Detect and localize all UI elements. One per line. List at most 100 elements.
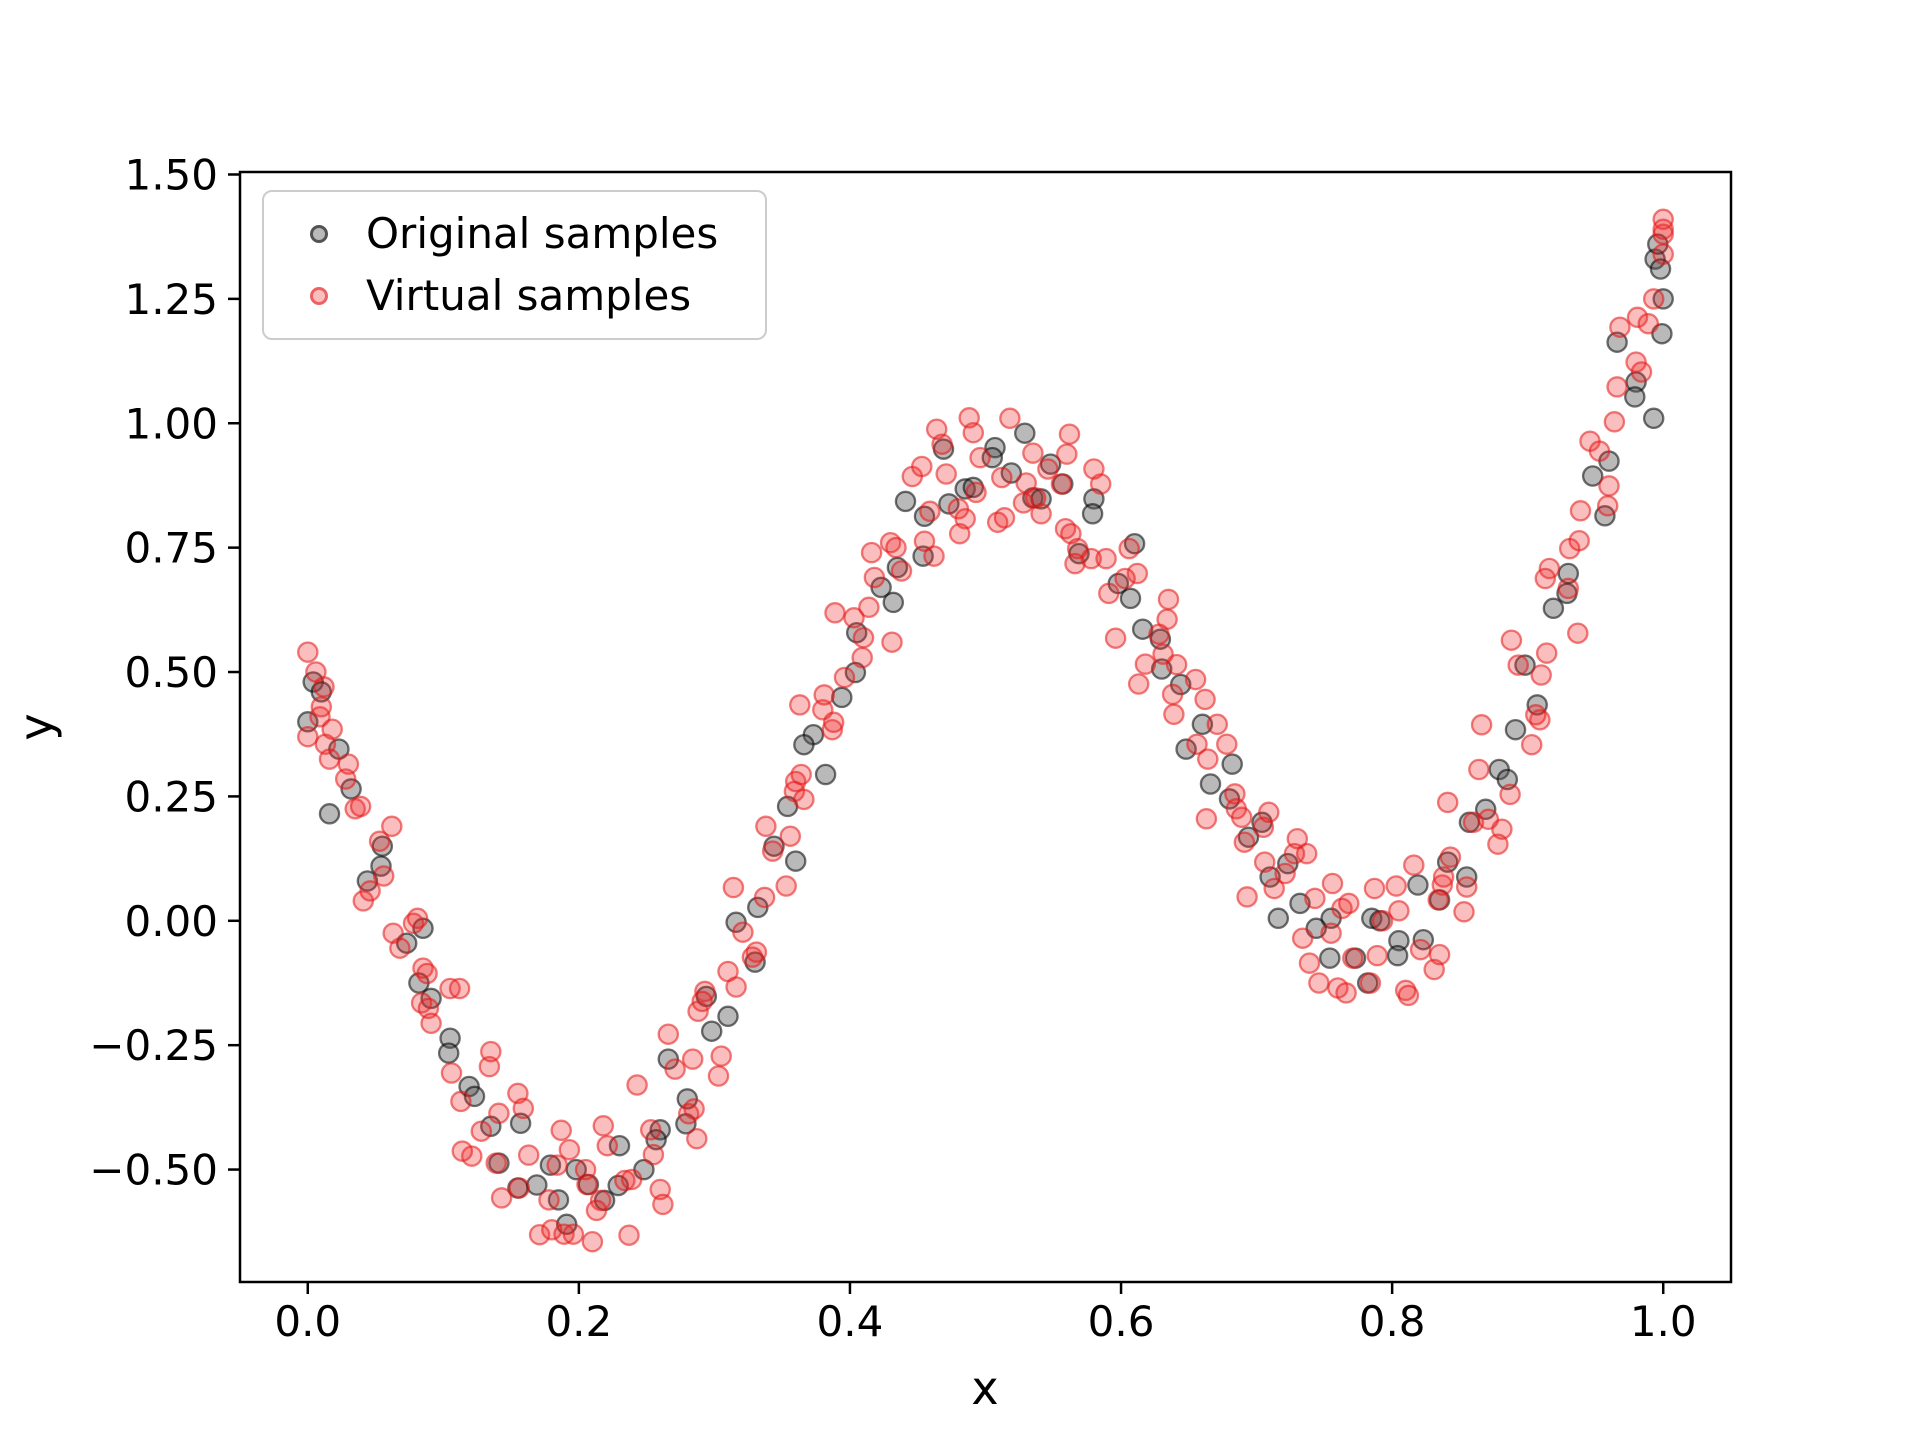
scatter-point-virtual [440, 1062, 463, 1084]
y-tick-label: −0.25 [89, 1021, 218, 1070]
scatter-point-virtual [681, 1048, 704, 1070]
scatter-point-virtual [546, 1154, 568, 1176]
scatter-point-virtual [1652, 218, 1674, 240]
scatter-point-virtual [935, 463, 957, 485]
scatter-point-virtual [755, 815, 777, 838]
scatter-point-virtual [852, 626, 875, 649]
scatter-point-virtual [310, 696, 333, 718]
scatter-point-virtual [851, 646, 873, 669]
scatter-point-virtual [1236, 886, 1258, 908]
scatter-point-virtual [508, 1177, 530, 1199]
scatter-point-virtual [1569, 500, 1592, 522]
scatter-point-virtual [297, 725, 319, 748]
scatter-point-virtual [1363, 877, 1386, 900]
scatter-point-virtual [1291, 927, 1314, 949]
scatter-point-virtual [664, 1058, 686, 1080]
series-original-samples [297, 233, 1674, 1236]
scatter-point-virtual [1525, 704, 1547, 726]
scatter-point-virtual [1126, 562, 1149, 585]
scatter-point-virtual [1397, 984, 1420, 1007]
scatter-point-virtual [1230, 806, 1253, 829]
scatter-point-virtual [1439, 846, 1462, 868]
scatter-point-original [784, 850, 807, 872]
scatter-point-virtual [478, 1055, 501, 1078]
scatter-point-virtual [470, 1120, 493, 1142]
scatter-point-virtual [581, 1230, 604, 1253]
x-axis-label: x [971, 1361, 998, 1415]
scatter-point-virtual [860, 541, 883, 564]
scatter-point-virtual [991, 466, 1013, 489]
legend: Original samples Virtual samples [262, 190, 767, 340]
scatter-point-original [437, 1042, 460, 1064]
scatter-point-original [1191, 713, 1214, 736]
scatter-point-virtual [858, 596, 880, 619]
x-tick-label: 1.0 [1630, 1297, 1697, 1346]
scatter-point-virtual [480, 1040, 502, 1063]
scatter-point-virtual [1186, 733, 1208, 755]
scatter-point-virtual [1118, 537, 1140, 560]
y-tick-label: −0.50 [89, 1146, 218, 1195]
scatter-point-virtual [406, 907, 429, 930]
scatter-point-original [700, 1020, 723, 1042]
scatter-point-original [1199, 773, 1222, 795]
series-virtual-samples [297, 208, 1674, 1253]
scatter-point-original [831, 686, 853, 709]
scatter-point-virtual [538, 1189, 560, 1211]
scatter-point-virtual [863, 566, 886, 589]
scatter-point-virtual [1603, 411, 1626, 433]
scatter-point-virtual [1567, 622, 1589, 644]
scatter-point-virtual [732, 921, 754, 943]
y-tick-label: 1.50 [124, 150, 218, 199]
y-tick-label: 1.00 [124, 399, 218, 448]
scatter-point-virtual [528, 1223, 551, 1246]
scatter-point-virtual [389, 937, 411, 959]
y-tick-label: 0.75 [124, 524, 218, 573]
scatter-point-virtual [1338, 892, 1360, 915]
scatter-point-virtual [1030, 503, 1052, 525]
scatter-point-virtual [710, 1045, 732, 1067]
scatter-point-virtual [596, 1134, 619, 1157]
scatter-point-virtual [652, 1193, 674, 1216]
scatter-point-virtual [1403, 854, 1425, 876]
scatter-point-virtual [1642, 288, 1665, 310]
scatter-point-virtual [683, 1098, 705, 1120]
scatter-point-virtual [965, 481, 987, 504]
scatter-point-virtual [1534, 567, 1557, 590]
scatter-point-virtual [1432, 866, 1455, 888]
scatter-point-virtual [1557, 577, 1580, 600]
scatter-point-virtual [1428, 943, 1451, 966]
scatter-point-original [1221, 753, 1243, 775]
scatter-point-virtual [885, 536, 907, 559]
scatter-point-virtual [1161, 683, 1184, 706]
scatter-point-virtual [337, 753, 360, 775]
scatter-point-original [1119, 587, 1142, 610]
scatter-point-virtual [626, 1074, 648, 1096]
scatter-point-original [1542, 597, 1565, 620]
scatter-point-virtual [1098, 582, 1120, 605]
scatter-point-virtual [1468, 758, 1490, 781]
scatter-point-virtual [822, 711, 845, 734]
scatter-point-original [1504, 718, 1527, 741]
legend-label-original: Original samples [366, 208, 719, 258]
scatter-point-virtual [585, 1199, 608, 1222]
scatter-point-virtual [919, 500, 941, 523]
scatter-point-virtual [969, 446, 991, 469]
scatter-point-virtual [1286, 827, 1309, 850]
scatter-point-virtual [1308, 972, 1330, 994]
scatter-point-virtual [833, 666, 856, 689]
scatter-point-virtual [1095, 547, 1117, 570]
y-axis: 1.50 1.25 1.00 0.75 0.50 0.25 0.00 −0.25 −0.50 [89, 150, 240, 1195]
scatter-point-virtual [1371, 910, 1394, 932]
scatter-point-virtual [490, 1187, 513, 1209]
scatter-point-virtual [1530, 664, 1552, 686]
scatter-point-virtual [707, 1065, 730, 1087]
scatter-point-virtual [722, 876, 745, 899]
scatter-point-virtual [1152, 643, 1174, 665]
scatter-point-virtual [620, 1168, 643, 1191]
scatter-point-virtual [1626, 306, 1649, 329]
scatter-point-virtual [1342, 947, 1364, 969]
scatter-point-virtual [1568, 529, 1590, 552]
scatter-point-virtual [448, 977, 471, 1000]
scatter-point-virtual [1037, 458, 1059, 480]
